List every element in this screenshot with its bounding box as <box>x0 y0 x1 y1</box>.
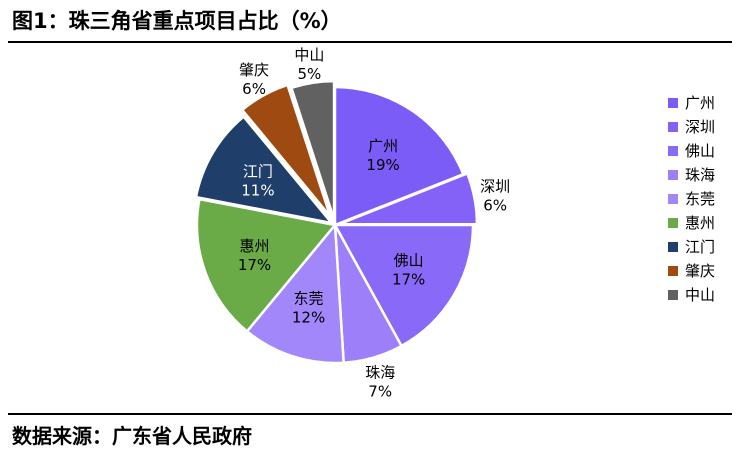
pie-slices <box>194 79 479 365</box>
slice-label-1: 广州 <box>368 137 398 155</box>
legend-label-3: 佛山 <box>685 142 715 160</box>
slice-label-4: 珠海 <box>365 364 395 382</box>
slice-label-5: 东莞 <box>294 289 324 307</box>
pie-slice-8 <box>240 83 332 218</box>
slice-value-2: 6% <box>483 196 507 214</box>
slice-value-4: 7% <box>368 383 392 401</box>
slice-value-8: 6% <box>242 80 266 98</box>
slice-value-7: 11% <box>241 181 274 199</box>
pie-slice-2 <box>338 171 479 226</box>
pie-slice-7 <box>194 114 335 225</box>
legend-swatch-8 <box>668 266 678 276</box>
pie-slice-3 <box>332 223 475 348</box>
legend-swatch-6 <box>668 218 678 228</box>
slice-labels: 广州19%深圳6%佛山17%珠海7%东莞12%惠州17%江门11%肇庆6%中山5… <box>238 46 510 401</box>
slice-label-3: 佛山 <box>394 252 424 270</box>
slice-label-8: 肇庆 <box>239 61 269 79</box>
source-divider <box>8 413 732 415</box>
slice-label-2: 深圳 <box>480 177 510 195</box>
legend-swatch-3 <box>668 146 678 156</box>
pie-slice-1 <box>333 85 465 227</box>
slice-label-7: 江门 <box>243 162 273 180</box>
legend-swatch-9 <box>668 290 678 300</box>
chart-title: 图1：珠三角省重点项目占比（%） <box>12 9 342 33</box>
legend-swatch-7 <box>668 242 678 252</box>
legend-label-7: 江门 <box>685 238 715 256</box>
pie-chart: 广州19%深圳6%佛山17%珠海7%东莞12%惠州17%江门11%肇庆6%中山5… <box>194 46 715 401</box>
legend-label-8: 肇庆 <box>685 262 715 280</box>
slice-value-9: 5% <box>297 65 321 83</box>
legend-label-6: 惠州 <box>685 214 715 232</box>
legend-label-2: 深圳 <box>685 118 715 136</box>
legend-label-4: 珠海 <box>685 166 715 184</box>
slice-value-6: 17% <box>238 256 271 274</box>
legend-label-5: 东莞 <box>685 190 715 208</box>
title-divider <box>8 41 732 43</box>
slice-label-9: 中山 <box>294 46 324 64</box>
legend-swatch-2 <box>668 122 678 132</box>
pie-slice-9 <box>289 79 336 220</box>
slice-value-3: 17% <box>392 271 425 289</box>
legend-swatch-4 <box>668 170 678 180</box>
pie-slice-6 <box>195 197 338 334</box>
legend-label-9: 中山 <box>685 286 715 304</box>
legend-swatch-1 <box>668 98 678 108</box>
slice-value-1: 19% <box>366 156 399 174</box>
legend-label-1: 广州 <box>685 94 715 112</box>
slice-label-6: 惠州 <box>239 237 269 255</box>
pie-slice-5 <box>245 221 345 365</box>
data-source: 数据来源：广东省人民政府 <box>12 424 252 448</box>
legend-swatch-5 <box>668 194 678 204</box>
slice-value-5: 12% <box>292 308 325 326</box>
